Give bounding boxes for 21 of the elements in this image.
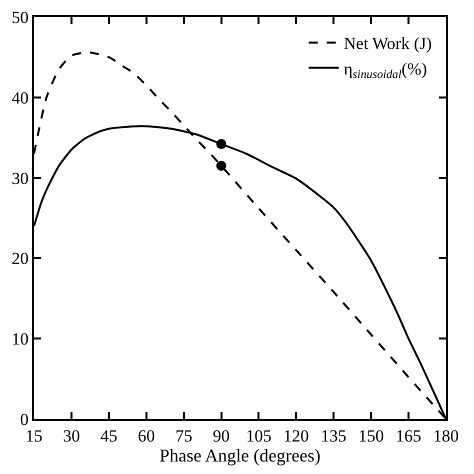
x-tick-label: 165	[396, 426, 422, 446]
y-tick-label: 40	[12, 88, 29, 108]
x-tick-label: 105	[246, 426, 272, 446]
x-tick-label: 90	[212, 426, 230, 446]
y-tick-label: 20	[12, 249, 29, 268]
x-tick-label: 150	[358, 426, 384, 446]
legend-label: η$_{sinusoidal}$(%)	[344, 59, 428, 81]
x-tick-label: 30	[62, 426, 80, 446]
x-tick-label: 15	[26, 426, 42, 446]
y-tick-label: 10	[12, 330, 29, 349]
x-tick-label: 135	[320, 426, 346, 446]
x-tick-label: 180	[433, 426, 459, 446]
y-tick-label: 50	[12, 8, 29, 27]
x-tick-label: 60	[138, 426, 155, 446]
x-axis-title: Phase Angle (degrees)	[160, 445, 320, 466]
x-tick-label: 120	[283, 426, 309, 446]
x-tick-label: 45	[100, 426, 118, 446]
y-tick-label: 30	[12, 168, 29, 188]
y-tick-label: 0	[20, 410, 29, 429]
legend-label: Net Work (J)	[344, 34, 432, 54]
x-tick-label: 75	[175, 426, 192, 446]
